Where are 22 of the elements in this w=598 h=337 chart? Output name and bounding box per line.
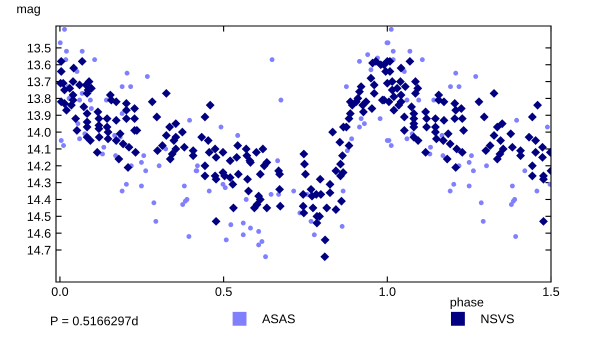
x-tick-label: 0.5 <box>215 287 232 296</box>
y-tick-label: 14.3 <box>28 178 51 188</box>
y-axis-title: mag <box>17 6 40 16</box>
y-tick-label: 13.5 <box>28 44 51 53</box>
x-tick-label: 1.5 <box>543 287 560 296</box>
legend-label: NSVS <box>481 314 514 324</box>
legend-label: ASAS <box>262 314 295 324</box>
x-tick-label: 1.0 <box>380 287 396 296</box>
x-tick-label: 0.0 <box>52 287 68 296</box>
y-tick-label: 13.8 <box>28 94 51 104</box>
y-tick-label: 14.2 <box>28 162 51 170</box>
x-axis-title: phase <box>450 297 484 310</box>
y-tick-label: 14.7 <box>28 246 51 255</box>
text: P = 0.5166297d <box>51 316 138 326</box>
y-tick-label: 14.0 <box>28 128 51 137</box>
y-tick-label: 14.1 <box>28 144 51 154</box>
y-tick-label: 13.7 <box>28 77 51 86</box>
y-tick-label: 14.4 <box>28 195 51 204</box>
y-tick-label: 13.6 <box>28 60 51 70</box>
y-tick-label: 14.5 <box>28 212 51 221</box>
y-tick-label: 14.6 <box>28 228 51 238</box>
y-tick-label: 13.9 <box>28 111 51 120</box>
